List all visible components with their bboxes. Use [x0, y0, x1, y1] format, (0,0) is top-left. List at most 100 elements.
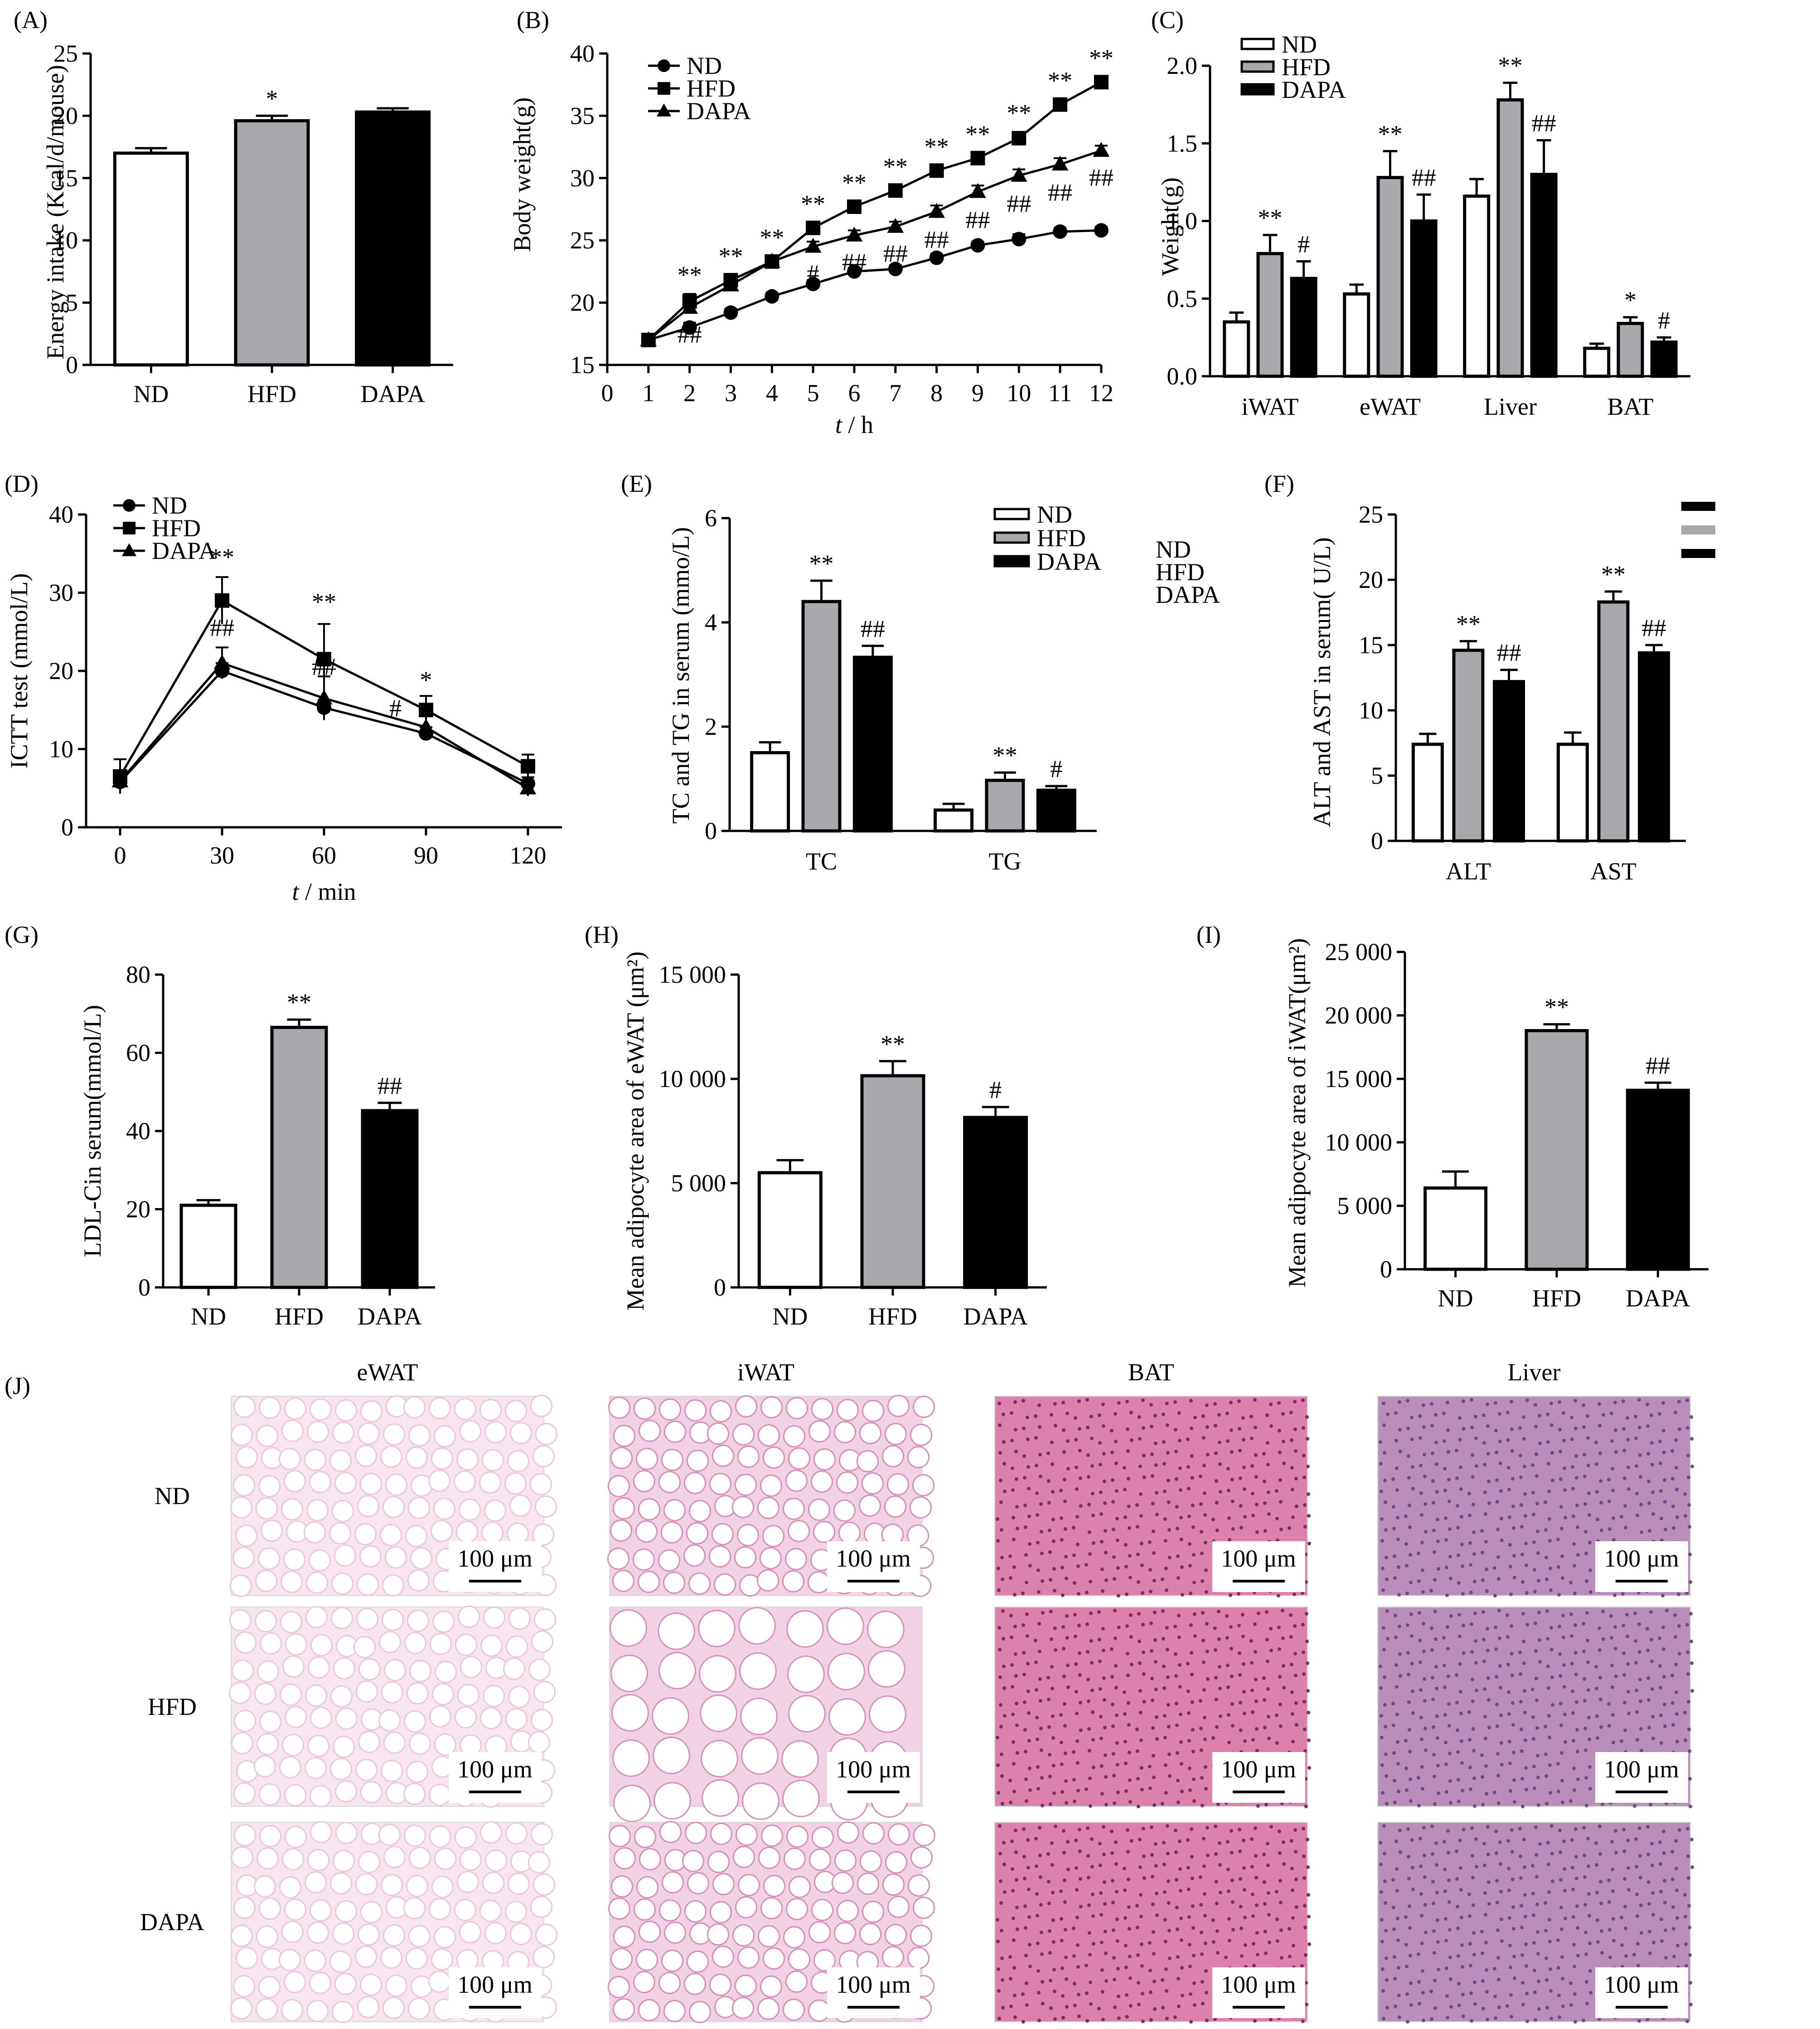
- nucleus-texture: [1379, 1462, 1383, 1466]
- nucleus-texture: [1468, 1914, 1471, 1918]
- legend-label: ND: [687, 52, 722, 79]
- legend-label: ND: [1282, 31, 1317, 58]
- significance-mark: ##: [1089, 164, 1113, 191]
- cell-texture: [381, 1681, 404, 1704]
- nucleus-texture: [1650, 1660, 1654, 1663]
- nucleus-texture: [1242, 1438, 1245, 1442]
- nucleus-texture: [1536, 1952, 1540, 1956]
- nucleus-texture: [1583, 1453, 1586, 1456]
- cell-texture: [528, 1658, 551, 1681]
- nucleus-texture: [1484, 1512, 1487, 1516]
- nucleus-texture: [1583, 1875, 1587, 1879]
- y-tick-label: 10 000: [1325, 1129, 1393, 1156]
- nucleus-texture: [1658, 1840, 1662, 1844]
- nucleus-texture: [1176, 1927, 1179, 1931]
- nucleus-texture: [1444, 1939, 1448, 1942]
- nucleus-texture: [1493, 1594, 1497, 1597]
- nucleus-texture: [1634, 1437, 1638, 1440]
- nucleus-texture: [1066, 1439, 1070, 1443]
- cell-texture: [479, 1899, 502, 1922]
- nucleus-texture: [1432, 1753, 1436, 1757]
- nucleus-texture: [1431, 1880, 1435, 1883]
- nucleus-texture: [1256, 1804, 1260, 1808]
- nucleus-texture: [1430, 1825, 1434, 1828]
- cell-texture: [457, 1605, 480, 1628]
- nucleus-texture: [1602, 1413, 1605, 1417]
- nucleus-texture: [1572, 1915, 1575, 1919]
- nucleus-texture: [1115, 1917, 1119, 1921]
- cell-texture: [709, 1472, 732, 1495]
- nucleus-texture: [1518, 1426, 1522, 1430]
- nucleus-texture: [1012, 1565, 1016, 1569]
- nucleus-texture: [1173, 1400, 1177, 1404]
- nucleus-texture: [1191, 1525, 1195, 1529]
- nucleus-texture: [1278, 1830, 1281, 1833]
- nucleus-texture: [1671, 1878, 1675, 1881]
- nucleus-texture: [1582, 1826, 1586, 1830]
- nucleus-texture: [1229, 1647, 1233, 1650]
- nucleus-texture: [1444, 1917, 1447, 1921]
- nucleus-texture: [1027, 1739, 1031, 1743]
- nucleus-texture: [1442, 1840, 1446, 1844]
- cell-texture: [329, 1950, 352, 1973]
- nucleus-texture: [1301, 1398, 1305, 1402]
- nucleus-texture: [1027, 1888, 1031, 1891]
- nucleus-texture: [1215, 1479, 1218, 1483]
- nucleus-texture: [1090, 1837, 1094, 1841]
- nucleus-texture: [1243, 1739, 1247, 1743]
- nucleus-texture: [1520, 1728, 1523, 1731]
- nucleus-texture: [1573, 1592, 1577, 1595]
- nucleus-texture: [1155, 1513, 1159, 1516]
- nucleus-texture: [1457, 2004, 1461, 2007]
- nucleus-texture: [1556, 1762, 1560, 1766]
- cell-texture: [907, 1446, 930, 1469]
- cell-texture: [833, 1499, 856, 1522]
- cell-texture: [385, 1974, 408, 1997]
- nucleus-texture: [1022, 1827, 1026, 1831]
- nucleus-texture: [1135, 1503, 1139, 1507]
- nucleus-texture: [1651, 1715, 1655, 1718]
- nucleus-texture: [1545, 1802, 1549, 1806]
- y-tick-label: 25 000: [1325, 938, 1393, 966]
- nucleus-texture: [1040, 1530, 1043, 1534]
- significance-mark: **: [1456, 610, 1481, 637]
- nucleus-texture: [1086, 1650, 1089, 1654]
- nucleus-texture: [1114, 1664, 1118, 1668]
- nucleus-texture: [1275, 1517, 1279, 1520]
- scale-bar-box: [1212, 1541, 1305, 1592]
- nucleus-texture: [1026, 1838, 1030, 1842]
- nucleus-texture: [1148, 1941, 1152, 1945]
- scale-bar-box: [827, 1967, 920, 2018]
- nucleus-texture: [1600, 1929, 1603, 1933]
- cell-texture: [231, 1846, 254, 1869]
- nucleus-texture: [1091, 1738, 1095, 1742]
- nucleus-texture: [1130, 1438, 1133, 1442]
- marker-triangle: [1010, 167, 1027, 182]
- nucleus-texture: [1052, 1791, 1056, 1795]
- cell-texture: [431, 1948, 454, 1971]
- nucleus-texture: [1609, 1614, 1613, 1618]
- nucleus-texture: [1558, 1829, 1562, 1832]
- nucleus-texture: [1626, 1690, 1630, 1694]
- bar-hfd: [1525, 1029, 1589, 1271]
- cell-texture: [280, 1611, 303, 1634]
- nucleus-texture: [1663, 1478, 1666, 1482]
- nucleus-texture: [1151, 1726, 1155, 1730]
- y-axis-title: Weight(g): [1157, 177, 1184, 276]
- cell-texture: [867, 1611, 905, 1648]
- nucleus-texture: [1168, 1956, 1171, 1960]
- nucleus-texture: [1481, 1775, 1484, 1779]
- nucleus-texture: [1481, 1578, 1485, 1582]
- side-label: ND: [1156, 536, 1191, 563]
- nucleus-texture: [1065, 1577, 1068, 1580]
- nucleus-texture: [1288, 1526, 1291, 1530]
- nucleus-texture: [1125, 2015, 1129, 2019]
- significance-mark: **: [1544, 994, 1569, 1021]
- nucleus-texture: [1447, 1879, 1451, 1882]
- nucleus-texture: [1658, 1636, 1661, 1640]
- nucleus-texture: [1636, 1914, 1639, 1918]
- cell-texture: [281, 1498, 304, 1521]
- nucleus-texture: [1115, 1741, 1119, 1745]
- cell-texture: [354, 1945, 378, 1968]
- nucleus-texture: [1034, 1639, 1037, 1642]
